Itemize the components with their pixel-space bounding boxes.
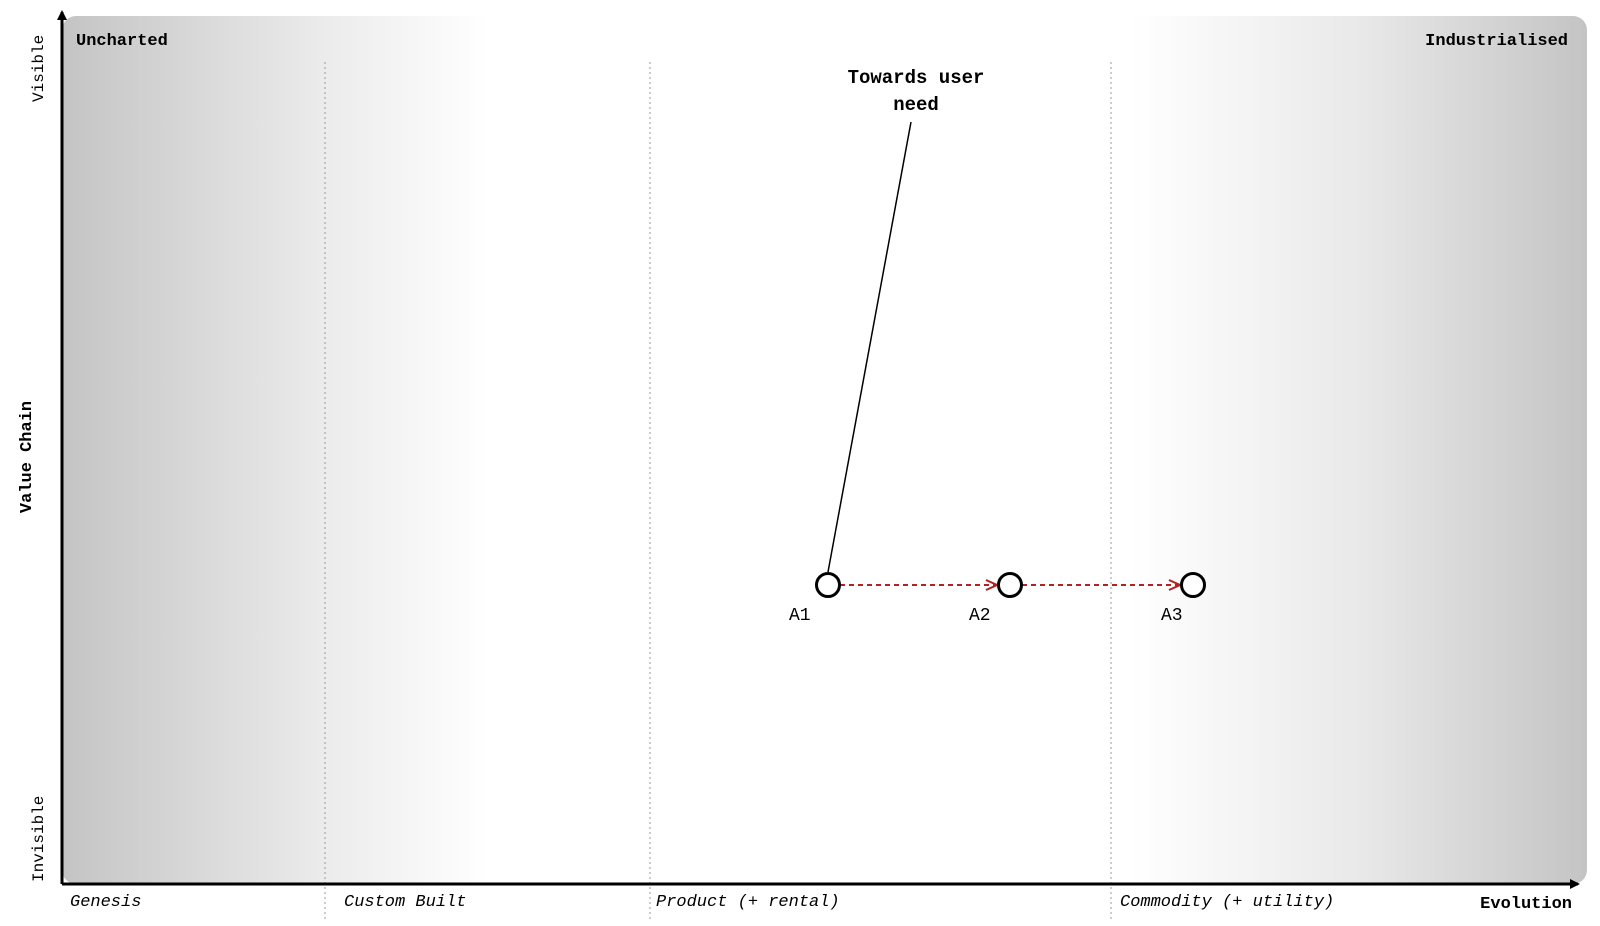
annotation-connector (827, 121, 912, 573)
annotation-line-2: need (893, 94, 939, 116)
stage-label-custom-built: Custom Built (344, 893, 466, 912)
map-background (62, 16, 1587, 884)
stage-label-product: Product (+ rental) (656, 893, 840, 912)
y-axis-invisible-label: Invisible (30, 796, 48, 882)
y-axis-title: Value Chain (18, 401, 37, 513)
y-axis-visible-label: Visible (30, 35, 48, 102)
annotation-line-1: Towards user (848, 67, 985, 89)
component-label-a2: A2 (969, 606, 991, 626)
component-label-a3: A3 (1161, 606, 1183, 626)
component-node-a3[interactable] (1180, 572, 1206, 598)
component-node-a1[interactable] (815, 572, 841, 598)
uncharted-label: Uncharted (76, 32, 168, 51)
x-axis-title: Evolution (1480, 895, 1572, 914)
stage-label-commodity: Commodity (+ utility) (1120, 893, 1334, 912)
component-label-a1: A1 (789, 606, 811, 626)
component-node-a2[interactable] (997, 572, 1023, 598)
industrialised-label: Industrialised (1425, 32, 1568, 51)
stage-label-genesis: Genesis (70, 893, 141, 912)
